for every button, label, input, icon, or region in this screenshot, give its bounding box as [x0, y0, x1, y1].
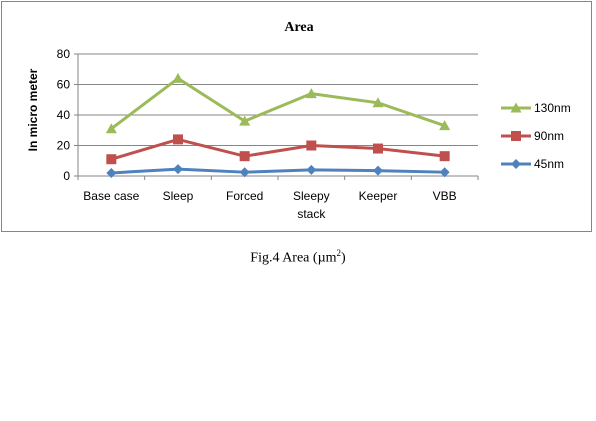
- y-tick-label: 80: [57, 47, 71, 61]
- data-point-45nm: [439, 167, 450, 178]
- series-130nm: [105, 72, 451, 134]
- legend-marker: [511, 131, 521, 141]
- data-point-130nm: [239, 115, 251, 126]
- legend-marker: [510, 102, 522, 113]
- x-category-label: Forced: [226, 189, 263, 203]
- legend-label: 90nm: [534, 129, 564, 143]
- grid-lines: [78, 53, 478, 146]
- caption-superscript: 2: [336, 248, 342, 258]
- data-point-45nm: [106, 167, 117, 178]
- data-point-130nm: [305, 88, 317, 99]
- legend-marker: [511, 159, 521, 169]
- x-category-label: Base case: [83, 189, 139, 203]
- x-category-label: Keeper: [359, 189, 398, 203]
- data-point-130nm: [105, 123, 117, 134]
- series-45nm: [106, 164, 450, 178]
- legend-item-90nm: 90nm: [501, 129, 564, 143]
- x-category-label: Sleep: [163, 189, 194, 203]
- figure-caption: Fig.4 Area (µm2): [0, 248, 596, 267]
- legend: 130nm 90nm 45nm: [501, 101, 571, 171]
- chart-frame: Area In micro meter 0 20 40 60 80 Base case S…: [1, 1, 592, 232]
- data-point-130nm: [439, 120, 451, 131]
- y-tick-label: 20: [57, 139, 71, 153]
- y-tick-labels: 0 20 40 60 80: [57, 47, 71, 183]
- y-axis-label: In micro meter: [26, 68, 40, 151]
- legend-label: 45nm: [534, 157, 564, 171]
- series-layer: [105, 72, 451, 178]
- series-line-130nm: [110, 76, 446, 130]
- area-line-chart: Area In micro meter 0 20 40 60 80 Base case S…: [26, 20, 571, 221]
- legend-label: 130nm: [534, 101, 571, 115]
- series-line-45nm: [111, 167, 445, 175]
- data-point-45nm: [373, 165, 383, 176]
- data-point-90nm: [306, 140, 317, 151]
- x-category-label: Sleepy: [293, 189, 330, 203]
- data-point-45nm: [306, 164, 317, 175]
- series-line-90nm: [110, 137, 445, 161]
- data-point-45nm: [173, 164, 183, 175]
- chart-title: Area: [284, 20, 313, 35]
- y-tick-label: 40: [57, 108, 71, 122]
- y-tick-label: 60: [57, 78, 71, 92]
- caption-prefix: Fig.4 Area (µm: [250, 250, 337, 266]
- data-point-130nm: [372, 97, 384, 108]
- x-category-label: VBB: [433, 189, 457, 203]
- data-point-90nm: [439, 151, 450, 162]
- data-point-45nm: [239, 167, 250, 178]
- data-point-90nm: [106, 154, 117, 165]
- legend-item-130nm: 130nm: [501, 101, 571, 115]
- legend-item-45nm: 45nm: [501, 157, 564, 171]
- data-point-130nm: [172, 72, 184, 83]
- data-point-90nm: [239, 151, 250, 162]
- data-point-90nm: [173, 134, 183, 145]
- caption-suffix: ): [341, 250, 346, 266]
- data-point-90nm: [373, 143, 383, 154]
- x-category-labels: Base case Sleep Forced Sleepy stack Keeper VBB: [83, 189, 456, 221]
- x-category-label: stack: [297, 207, 326, 221]
- series-90nm: [106, 134, 450, 165]
- axes: [74, 53, 479, 180]
- y-tick-label: 0: [63, 169, 70, 183]
